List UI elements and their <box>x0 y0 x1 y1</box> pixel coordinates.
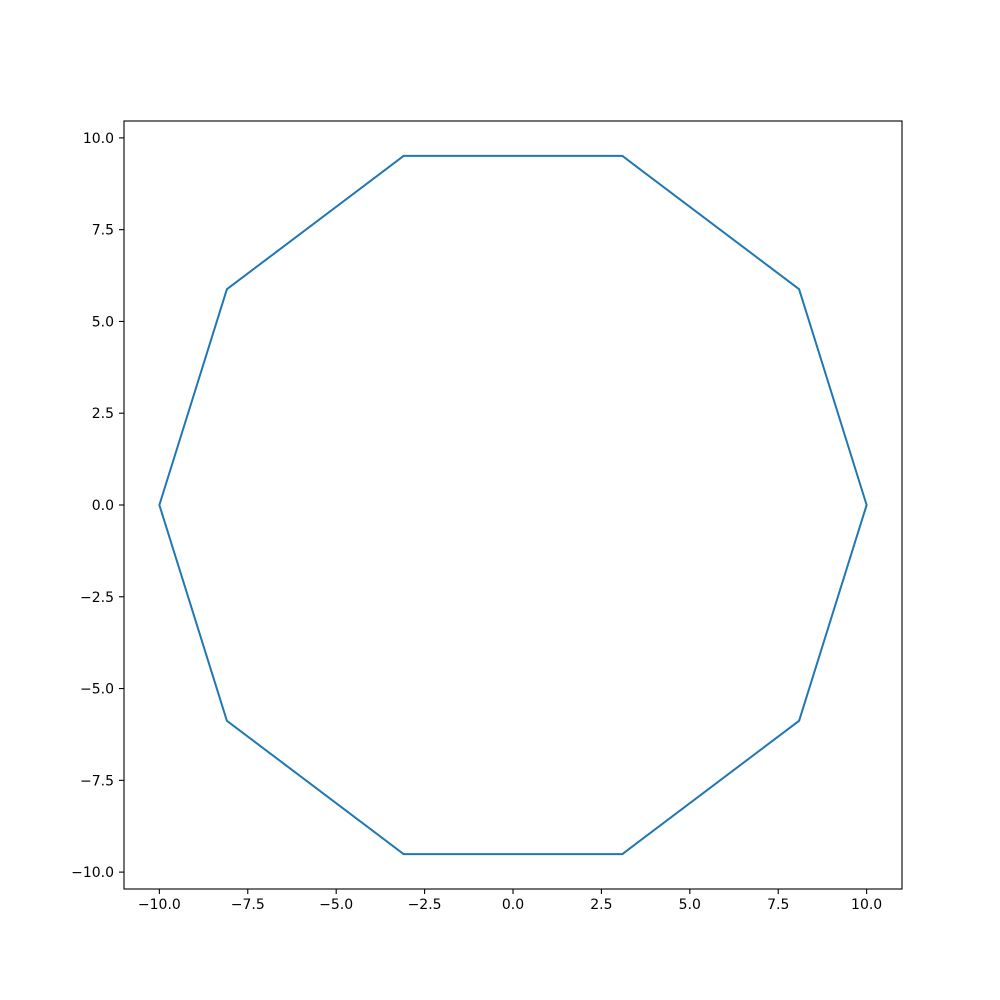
y-axis-tick-label: 5.0 <box>92 314 114 330</box>
y-axis-tick-label: −2.5 <box>80 590 114 606</box>
x-axis-tick-label: 10.0 <box>851 897 882 913</box>
x-axis-tick-label: −10.0 <box>138 897 181 913</box>
y-axis-tick-label: 2.5 <box>92 406 114 422</box>
x-axis-tick-label: 0.0 <box>502 897 524 913</box>
x-axis-tick-label: −7.5 <box>231 897 265 913</box>
x-axis-tick-label: −5.0 <box>319 897 353 913</box>
x-axis-tick-label: 7.5 <box>767 897 789 913</box>
y-axis-tick-label: −7.5 <box>80 773 114 789</box>
axes-frame <box>123 120 903 890</box>
y-axis-tick-label: 7.5 <box>92 223 114 239</box>
y-axis-tick-label: −10.0 <box>71 865 114 881</box>
x-axis-tick-label: −2.5 <box>408 897 442 913</box>
y-axis-tick-label: 10.0 <box>83 131 114 147</box>
y-axis-tick-label: 0.0 <box>92 498 114 514</box>
x-axis-tick-label: 5.0 <box>679 897 701 913</box>
series-line-regular-decagon-radius-10 <box>158 154 868 856</box>
y-axis-tick-label: −5.0 <box>80 682 114 698</box>
x-axis-tick-label: 2.5 <box>590 897 612 913</box>
